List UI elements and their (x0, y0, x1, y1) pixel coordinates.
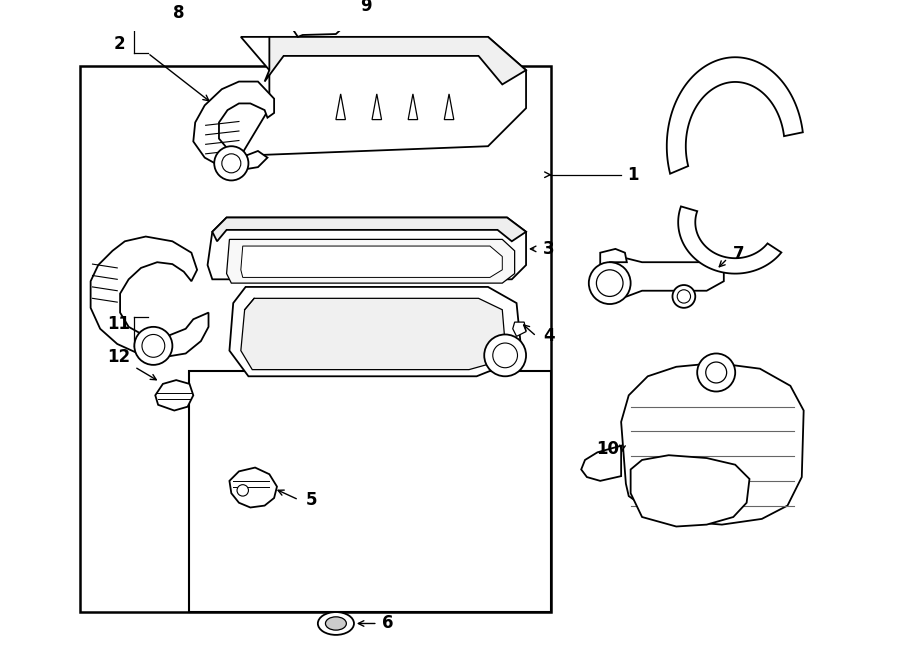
Bar (80, 65, 551, 613)
Polygon shape (621, 363, 804, 525)
Ellipse shape (318, 612, 354, 635)
Circle shape (134, 327, 173, 365)
Polygon shape (241, 246, 502, 278)
Polygon shape (581, 446, 621, 481)
Polygon shape (265, 37, 526, 85)
Polygon shape (513, 322, 526, 336)
Polygon shape (286, 0, 353, 37)
Polygon shape (230, 287, 520, 376)
Polygon shape (336, 94, 346, 120)
Polygon shape (600, 249, 626, 272)
Polygon shape (631, 455, 750, 527)
Circle shape (237, 485, 248, 496)
Polygon shape (208, 217, 526, 280)
Polygon shape (227, 239, 515, 283)
Ellipse shape (326, 617, 346, 630)
Circle shape (142, 334, 165, 358)
Circle shape (214, 146, 248, 180)
Text: 6: 6 (382, 615, 394, 633)
Polygon shape (91, 237, 209, 358)
Text: 5: 5 (305, 491, 317, 509)
Text: 9: 9 (361, 0, 372, 15)
Text: 12: 12 (108, 348, 130, 366)
Text: 4: 4 (543, 327, 554, 345)
Circle shape (706, 362, 726, 383)
Polygon shape (600, 258, 724, 300)
Polygon shape (230, 467, 277, 508)
Polygon shape (241, 298, 505, 369)
Text: 1: 1 (626, 166, 638, 184)
Text: 2: 2 (113, 34, 125, 52)
Circle shape (698, 354, 735, 391)
Polygon shape (445, 94, 454, 120)
Circle shape (221, 154, 241, 173)
Polygon shape (667, 58, 803, 174)
Text: 11: 11 (108, 315, 130, 333)
Polygon shape (409, 94, 418, 120)
Circle shape (493, 343, 518, 368)
Polygon shape (241, 37, 526, 156)
Polygon shape (194, 81, 274, 170)
Text: 7: 7 (734, 245, 745, 262)
Bar (189, 371, 551, 613)
Polygon shape (156, 380, 194, 410)
Circle shape (677, 290, 690, 303)
Text: 3: 3 (543, 240, 554, 258)
Polygon shape (679, 206, 781, 274)
Circle shape (484, 334, 526, 376)
Circle shape (589, 262, 631, 304)
Polygon shape (212, 217, 526, 241)
Text: 8: 8 (174, 4, 184, 22)
Polygon shape (372, 94, 382, 120)
Circle shape (597, 270, 623, 296)
Circle shape (672, 285, 696, 308)
Text: 10: 10 (597, 440, 619, 457)
